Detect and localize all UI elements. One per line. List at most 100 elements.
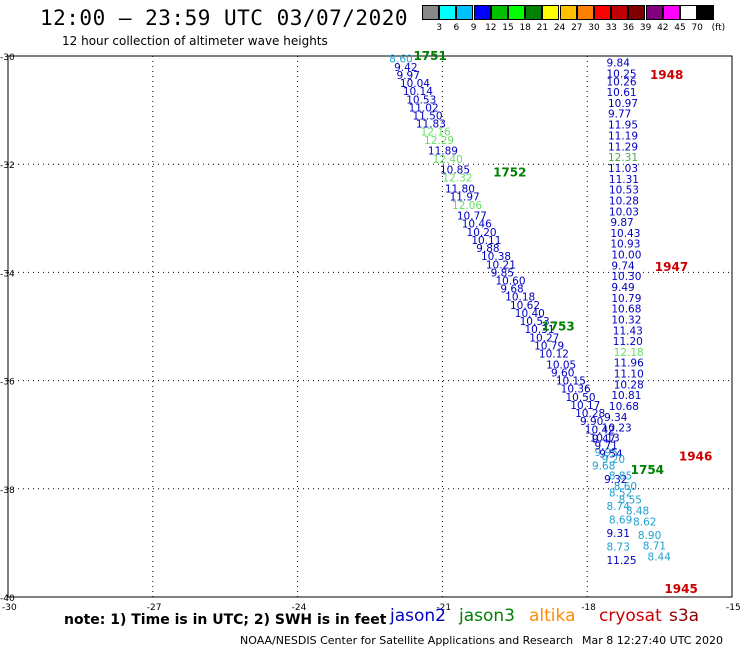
legend-entry-altika: altika bbox=[529, 606, 576, 626]
color-scale-label: 42 bbox=[657, 23, 669, 33]
x-tick-label: -30 bbox=[2, 603, 17, 613]
wave-height-label: 9.95 bbox=[594, 447, 617, 459]
wave-height-label: 8.52 bbox=[609, 488, 632, 500]
legend-entry-jason3: jason3 bbox=[459, 606, 515, 626]
wave-height-label: 11.20 bbox=[613, 336, 643, 348]
color-swatch bbox=[645, 5, 663, 20]
wave-height-label: 9.88 bbox=[476, 243, 499, 255]
wave-height-label: 12.29 bbox=[424, 135, 454, 147]
legend-entry-jason2: jason2 bbox=[390, 606, 446, 626]
wave-height-label: 9.97 bbox=[397, 70, 420, 82]
color-swatch bbox=[439, 5, 457, 20]
color-swatch bbox=[456, 5, 474, 20]
wave-height-label: 9.42 bbox=[394, 62, 417, 74]
color-swatch bbox=[662, 5, 680, 20]
wave-height-label: 10.50 bbox=[565, 392, 595, 404]
color-scale-label: 33 bbox=[605, 23, 617, 33]
color-swatch bbox=[525, 5, 543, 20]
wave-height-label: 8.71 bbox=[643, 541, 666, 553]
wave-height-label: 10.03 bbox=[609, 206, 639, 218]
wave-height-label: 10.36 bbox=[561, 384, 591, 396]
color-swatch bbox=[490, 5, 508, 20]
x-tick-label: -24 bbox=[292, 603, 307, 613]
color-scale-label: 15 bbox=[502, 23, 514, 33]
wave-height-label: 12.16 bbox=[421, 127, 451, 139]
color-scale-label: 3 bbox=[436, 23, 443, 33]
wave-height-label: 10.53 bbox=[520, 316, 550, 328]
wave-height-label: 10.28 bbox=[614, 379, 644, 391]
wave-height-label: 9.71 bbox=[594, 441, 617, 453]
wave-height-label: 11.31 bbox=[609, 174, 639, 186]
wave-height-label: 10.93 bbox=[610, 239, 640, 251]
generated-timestamp: Mar 8 12:27:40 UTC 2020 bbox=[582, 634, 723, 647]
wave-height-label: 12.40 bbox=[433, 154, 463, 166]
wave-height-label: 10.97 bbox=[608, 98, 638, 110]
wave-height-label: 11.97 bbox=[450, 192, 480, 204]
wave-height-label: 10.46 bbox=[462, 219, 492, 231]
wave-height-label: 10.14 bbox=[403, 86, 433, 98]
wave-height-label: 9.68 bbox=[500, 284, 523, 296]
wave-height-label: 10.79 bbox=[534, 340, 564, 352]
wave-height-label: 10.26 bbox=[607, 76, 637, 88]
wave-height-label: 8.85 bbox=[609, 470, 632, 482]
wave-height-label: 10.11 bbox=[471, 235, 501, 247]
color-swatch bbox=[576, 5, 594, 20]
wave-height-label: 10.18 bbox=[505, 292, 535, 304]
wave-height-label: 8.60 bbox=[389, 54, 412, 66]
wave-height-label: 10.85 bbox=[440, 165, 470, 177]
wave-height-label: 9.34 bbox=[604, 412, 628, 424]
wave-height-label: 10.21 bbox=[486, 259, 516, 271]
wave-height-label: 11.83 bbox=[416, 119, 446, 131]
wave-height-label: 11.43 bbox=[613, 325, 643, 337]
pass-time-label: 1753 bbox=[541, 320, 574, 334]
wave-height-label: 8.55 bbox=[619, 495, 642, 507]
wave-height-label: 10.53 bbox=[406, 94, 436, 106]
wave-height-label: 12.06 bbox=[452, 200, 482, 212]
chart-subtitle: 12 hour collection of altimeter wave hei… bbox=[62, 34, 328, 48]
wave-height-label: 10.20 bbox=[467, 227, 497, 239]
wave-height-label: 10.61 bbox=[607, 87, 637, 99]
credit-text: NOAA/NESDIS Center for Satellite Applica… bbox=[240, 634, 574, 647]
wave-height-label: 11.19 bbox=[608, 131, 638, 143]
wave-height-label: 10.43 bbox=[610, 228, 640, 240]
y-tick-label: -34 bbox=[0, 269, 15, 279]
wave-height-label: 11.02 bbox=[409, 102, 439, 114]
wave-height-label: 9.60 bbox=[551, 367, 574, 379]
color-swatch bbox=[680, 5, 697, 20]
wave-height-label: 10.27 bbox=[529, 332, 559, 344]
pass-time-label: 1751 bbox=[413, 49, 446, 63]
wave-height-label: 12.31 bbox=[608, 152, 638, 164]
x-tick-label: -18 bbox=[581, 603, 596, 613]
wave-height-label: 8.90 bbox=[638, 530, 661, 542]
x-tick-label: -21 bbox=[436, 603, 451, 613]
color-scale-label: 27 bbox=[571, 23, 583, 33]
wave-height-label: 9.68 bbox=[592, 461, 615, 473]
color-scale-label: 36 bbox=[622, 23, 635, 33]
wave-height-label: 10.53 bbox=[609, 185, 639, 197]
wave-height-label: 11.80 bbox=[445, 184, 475, 196]
wave-height-label: 9.90 bbox=[580, 416, 603, 428]
wave-height-label: 10.42 bbox=[585, 424, 615, 436]
wave-height-label: 9.20 bbox=[602, 454, 625, 466]
wave-height-label: 8.44 bbox=[648, 551, 672, 563]
wave-height-label: 12.32 bbox=[442, 173, 472, 185]
pass-time-label: 1946 bbox=[679, 449, 712, 463]
wave-height-label: 10.77 bbox=[457, 211, 487, 223]
wave-height-label: 8.62 bbox=[633, 516, 656, 528]
footer-note: note: 1) Time is in UTC; 2) SWH is in fe… bbox=[64, 612, 387, 628]
color-scale-label: 6 bbox=[453, 23, 460, 33]
pass-time-label: 1945 bbox=[664, 582, 697, 596]
color-swatch bbox=[508, 5, 525, 20]
wave-height-label: 9.74 bbox=[611, 260, 635, 272]
color-scale-label: 21 bbox=[536, 23, 549, 33]
color-scale-label: 39 bbox=[639, 23, 652, 33]
color-swatch bbox=[422, 5, 439, 20]
wave-height-label: 10.79 bbox=[611, 293, 641, 305]
wave-height-label: 10.12 bbox=[539, 349, 569, 361]
wave-height-label: 10.81 bbox=[611, 390, 641, 402]
wave-height-label: 10.68 bbox=[611, 304, 641, 316]
color-swatch bbox=[594, 5, 611, 20]
wave-height-label: 8.74 bbox=[607, 501, 631, 513]
wave-height-label: 11.89 bbox=[428, 146, 458, 158]
wave-height-label: 12.18 bbox=[614, 347, 644, 359]
